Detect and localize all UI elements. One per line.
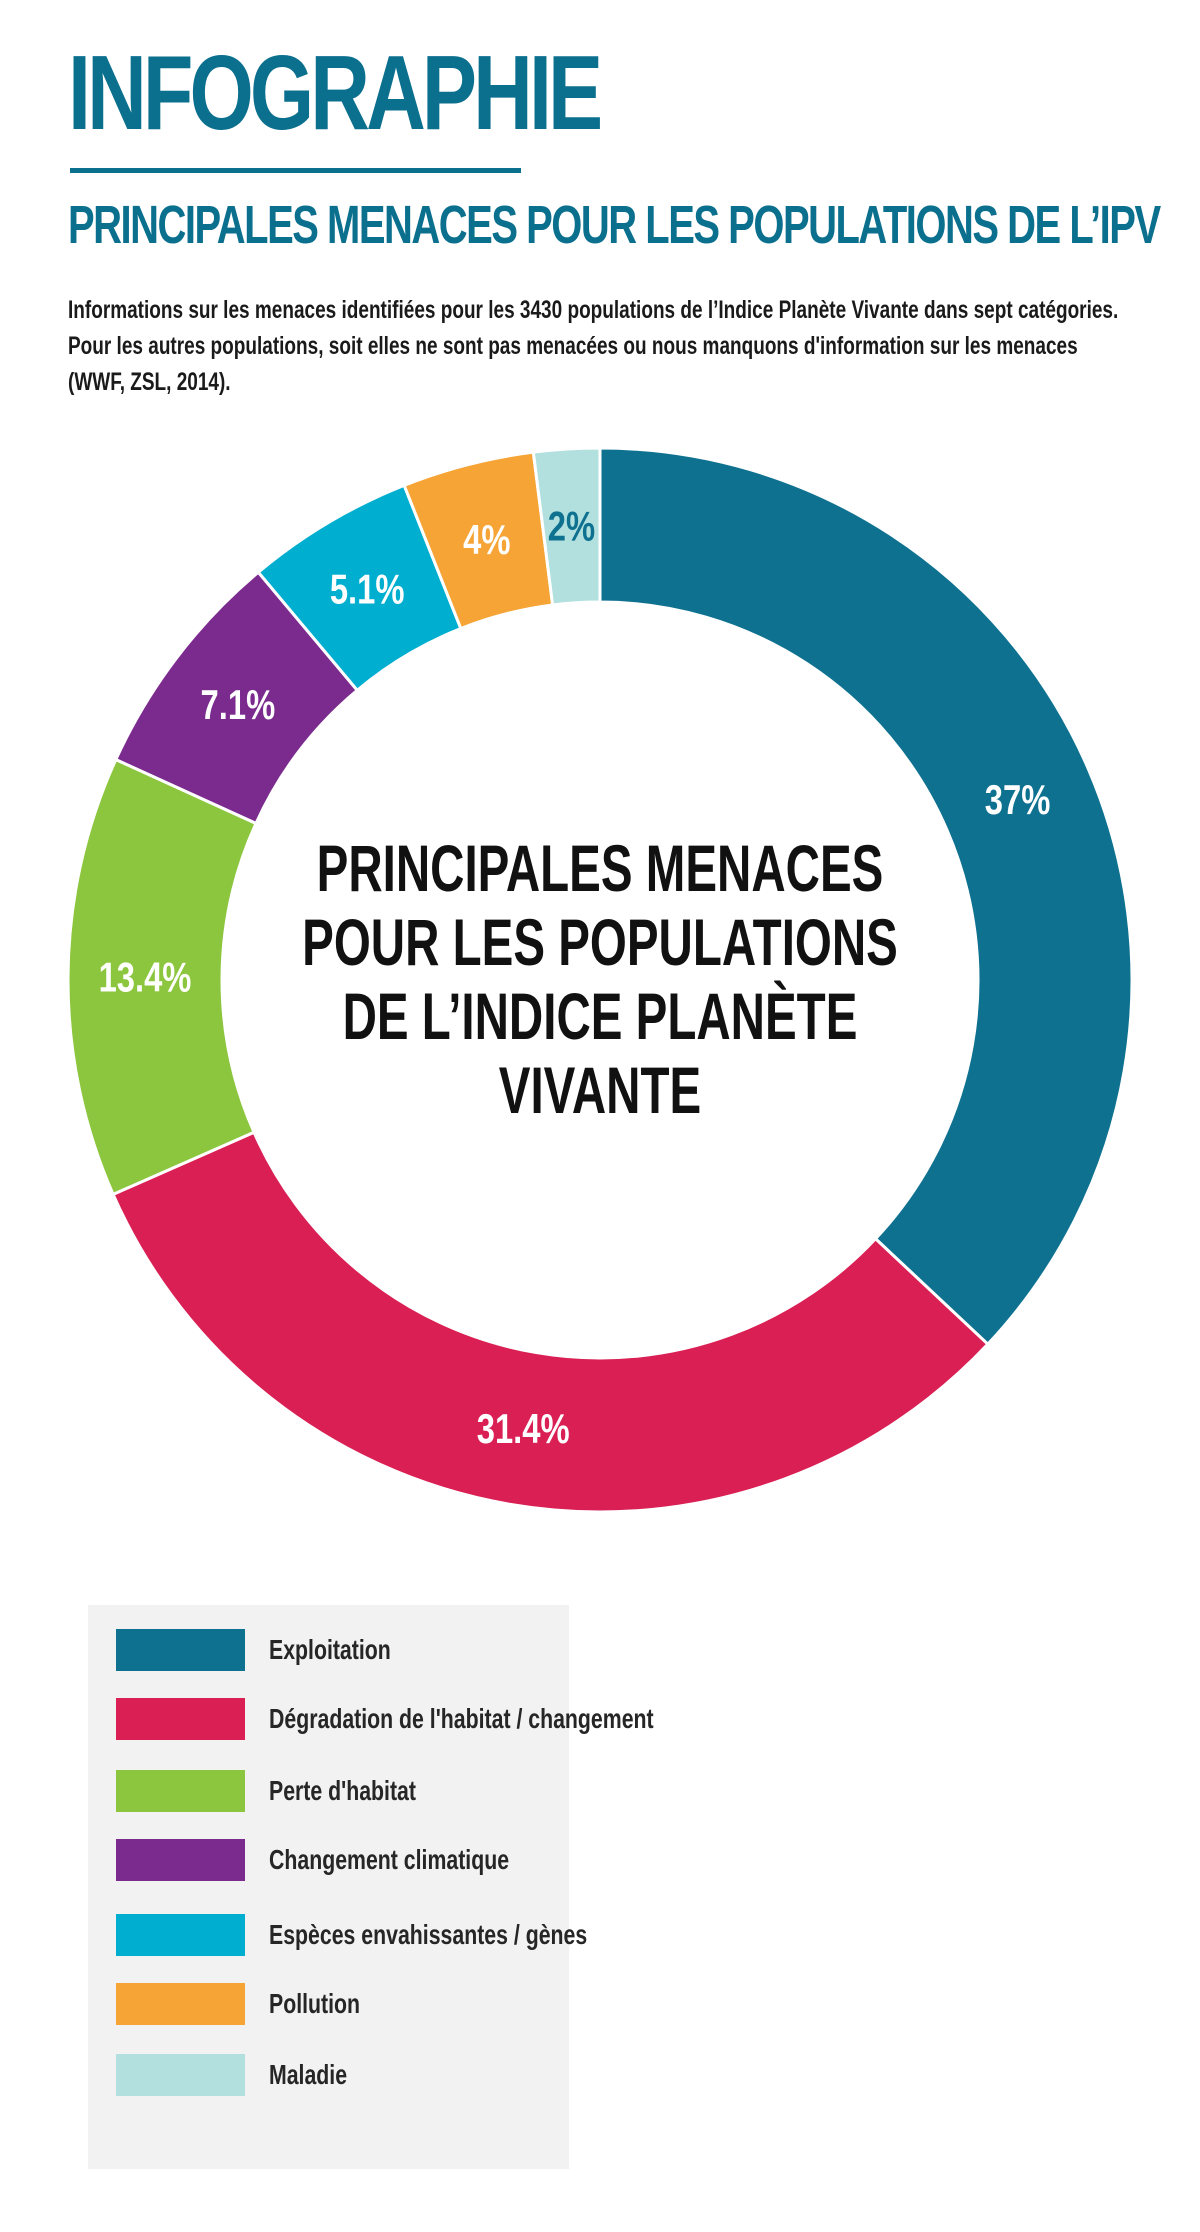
data-label-perte-habitat: 13.4% (99, 954, 192, 1001)
infographic-brand-title: INFOGRAPHIE (68, 34, 603, 152)
description-line: Informations sur les menaces identifiées… (68, 296, 1119, 324)
legend-label: Pollution (269, 1988, 361, 2019)
legend-swatch-maladie (116, 2054, 245, 2096)
data-label-changement-climatique: 7.1% (201, 681, 276, 728)
legend-swatch-especes-envahissantes (116, 1914, 245, 1956)
legend-item-perte-habitat: Perte d'habitat (116, 1770, 586, 1820)
legend-label: Maladie (269, 2059, 348, 2090)
legend-label: Exploitation (269, 1634, 391, 1665)
legend-label: Dégradation de l'habitat / changement (269, 1703, 654, 1734)
chart-subtitle: PRINCIPALES MENACES POUR LES POPULATIONS… (68, 195, 1161, 255)
legend-label: Perte d'habitat (269, 1775, 416, 1806)
legend-item-degradation: Dégradation de l'habitat / changement (116, 1698, 654, 1748)
center-title-line: DE L’INDICE PLANÈTE (343, 980, 858, 1053)
center-title-line: POUR LES POPULATIONS (302, 906, 898, 979)
data-label-maladie: 2% (548, 502, 595, 549)
legend-item-pollution: Pollution (116, 1983, 586, 2033)
legend-swatch-degradation (116, 1698, 245, 1740)
data-label-exploitation: 37% (985, 776, 1051, 823)
legend-item-maladie: Maladie (116, 2054, 586, 2104)
legend-swatch-exploitation (116, 1629, 245, 1671)
legend-swatch-pollution (116, 1983, 245, 2025)
donut-slice-degradation (111, 1130, 990, 1514)
data-label-pollution: 4% (463, 516, 510, 563)
description: Informations sur les menaces identifiées… (68, 292, 1118, 400)
brand-underline (70, 168, 521, 173)
donut-chart: 37% 31.4% 13.4% 7.1% 5.1% 4% 2% PRINCIPALES MEN… (66, 446, 1134, 1514)
legend-label: Changement climatique (269, 1844, 510, 1875)
legend-label: Espèces envahissantes / gènes (269, 1919, 588, 1950)
description-line: Pour les autres populations, soit elles … (68, 332, 1078, 360)
donut-slice-maladie (531, 446, 602, 607)
data-label-especes-envahissantes: 5.1% (330, 566, 405, 613)
legend-item-especes-envahissantes: Espèces envahissantes / gènes (116, 1914, 588, 1964)
legend-item-changement-climatique: Changement climatique (116, 1839, 586, 1889)
legend-swatch-changement-climatique (116, 1839, 245, 1881)
center-title-line: PRINCIPALES MENACES (317, 832, 884, 905)
legend: Exploitation Dégradation de l'habitat / … (88, 1605, 654, 2169)
description-line: (WWF, ZSL, 2014). (68, 368, 231, 396)
center-title-line: VIVANTE (499, 1054, 701, 1127)
donut-slice-exploitation (598, 446, 1134, 1347)
legend-item-exploitation: Exploitation (116, 1629, 586, 1679)
legend-swatch-perte-habitat (116, 1770, 245, 1812)
data-label-degradation: 31.4% (477, 1405, 570, 1452)
